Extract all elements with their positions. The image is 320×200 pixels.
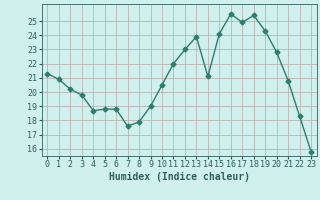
X-axis label: Humidex (Indice chaleur): Humidex (Indice chaleur) <box>109 172 250 182</box>
